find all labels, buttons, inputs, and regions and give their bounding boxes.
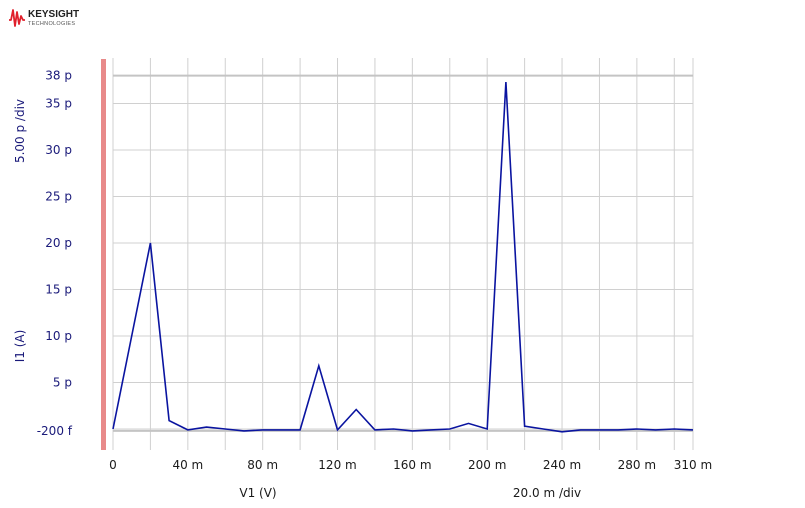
y-tick-label: 5 p bbox=[53, 376, 72, 390]
reference-lines bbox=[113, 74, 693, 432]
y-axis-marker-bar bbox=[101, 59, 106, 450]
y-tick-label: 20 p bbox=[45, 236, 72, 250]
x-tick-label: 160 m bbox=[393, 458, 431, 472]
x-axis-label: V1 (V) bbox=[239, 486, 276, 500]
y-tick-label: 38 p bbox=[45, 69, 72, 83]
x-tick-label: 200 m bbox=[468, 458, 506, 472]
x-tick-label: 80 m bbox=[247, 458, 278, 472]
y-tick-label: 15 p bbox=[45, 283, 72, 297]
x-tick-label: 40 m bbox=[172, 458, 203, 472]
keysight-logo: KEYSIGHT TECHNOLOGIES bbox=[9, 9, 79, 27]
x-tick-labels: 0 40 m 80 m 120 m 160 m 200 m 240 m 280 m 310 m bbox=[109, 458, 712, 472]
x-tick-label: 0 bbox=[109, 458, 117, 472]
keysight-wave-icon bbox=[9, 9, 25, 27]
series-line bbox=[112, 82, 694, 433]
series-layer bbox=[112, 82, 694, 433]
x-tick-label: 310 m bbox=[674, 458, 712, 472]
logo-brand: KEYSIGHT bbox=[28, 9, 79, 20]
y-tick-label: 25 p bbox=[45, 190, 72, 204]
x-tick-label: 280 m bbox=[618, 458, 656, 472]
y-tick-label: 35 p bbox=[45, 97, 72, 111]
logo-subtitle: TECHNOLOGIES bbox=[28, 21, 75, 27]
y-axis-label: I1 (A) bbox=[13, 330, 27, 363]
x-div-label: 20.0 m /div bbox=[513, 486, 581, 500]
x-tick-label: 120 m bbox=[318, 458, 356, 472]
y-div-label: 5.00 p /div bbox=[13, 99, 27, 163]
y-tick-label: 30 p bbox=[45, 143, 72, 157]
y-tick-labels: 38 p 35 p 30 p 25 p 20 p 15 p 10 p 5 p -200 f bbox=[37, 69, 73, 438]
grid bbox=[112, 58, 694, 450]
y-tick-label: 10 p bbox=[45, 329, 72, 343]
y-tick-label: -200 f bbox=[37, 424, 73, 438]
x-tick-label: 240 m bbox=[543, 458, 581, 472]
